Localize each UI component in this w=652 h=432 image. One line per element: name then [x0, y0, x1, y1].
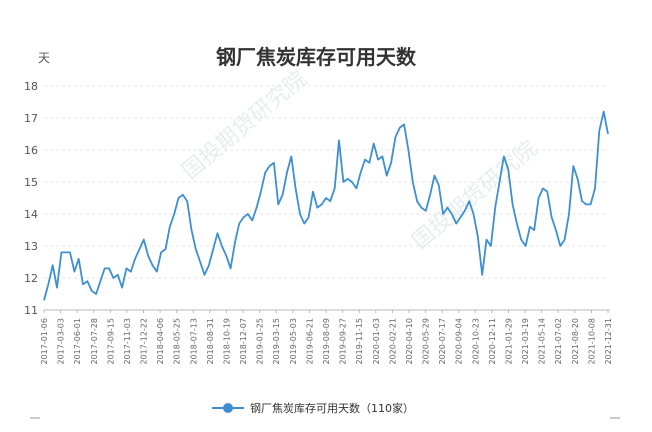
x-tick-label: 2018-08-31	[206, 318, 215, 365]
watermark-text-1: 国投期货研究院	[178, 66, 312, 184]
x-tick-label: 2021-01-29	[504, 318, 513, 365]
x-tick-label: 2017-07-28	[90, 318, 99, 365]
x-tick-label: 2017-11-03	[123, 318, 132, 365]
watermark-text-2: 国投期货研究院	[408, 136, 542, 254]
y-tick-label: 14	[24, 208, 38, 221]
x-tick-label: 2018-05-25	[173, 318, 182, 365]
x-tick-label: 2018-07-13	[189, 318, 198, 365]
legend-label: 钢厂焦炭库存可用天数（110家）	[250, 401, 414, 415]
y-tick-label: 11	[24, 304, 38, 317]
chart-title: 钢厂焦炭库存可用天数	[216, 45, 417, 69]
y-axis-unit-label: 天	[38, 51, 50, 65]
legend[interactable]: 钢厂焦炭库存可用天数（110家）	[212, 401, 414, 415]
x-tick-label: 2021-03-19	[521, 318, 530, 365]
x-tick-label: 2021-12-31	[604, 318, 613, 365]
y-axis-ticks: 11 12 13 14 15 16 17 18	[24, 80, 38, 317]
x-tick-label: 2017-09-15	[106, 318, 115, 365]
grid-lines	[44, 85, 608, 279]
x-tick-label: 2021-08-20	[571, 318, 580, 365]
series-group	[43, 110, 609, 301]
x-tick-label: 2018-10-19	[222, 318, 231, 365]
x-tick-label: 2019-08-09	[322, 318, 331, 365]
x-tick-label: 2018-04-06	[156, 318, 165, 365]
legend-marker	[223, 403, 233, 413]
x-tick-label: 2020-09-04	[455, 318, 464, 365]
x-tick-label: 2017-01-06	[40, 318, 49, 365]
x-tick-label: 2020-04-10	[405, 318, 414, 365]
x-tick-label: 2017-03-03	[57, 318, 66, 365]
x-tick-label: 2019-01-25	[256, 318, 265, 365]
x-tick-label: 2019-05-03	[289, 318, 298, 365]
x-tick-label: 2018-12-07	[239, 318, 248, 365]
x-tick-label: 2019-09-27	[339, 318, 348, 365]
x-tick-label: 2019-06-21	[305, 318, 314, 365]
y-tick-label: 12	[24, 272, 38, 285]
x-tick-label: 2020-01-03	[372, 318, 381, 365]
x-tick-label: 2021-05-14	[538, 318, 547, 365]
x-tick-label: 2020-10-23	[471, 318, 480, 365]
x-tick-label: 2020-05-29	[422, 318, 431, 365]
x-tick-label: 2020-02-21	[388, 318, 397, 365]
y-tick-label: 15	[24, 176, 38, 189]
x-axis-ticks: 2017-01-06 2017-03-03 2017-06-01 2017-07-28…	[40, 310, 613, 365]
x-tick-label: 2021-07-02	[554, 318, 563, 365]
x-tick-label: 2020-07-17	[438, 318, 447, 365]
x-tick-label: 2021-10-08	[587, 318, 596, 365]
series-line	[43, 110, 609, 301]
x-tick-label: 2020-12-11	[488, 318, 497, 365]
y-tick-label: 18	[24, 80, 38, 93]
watermark-group: 国投期货研究院 国投期货研究院	[178, 66, 542, 254]
y-tick-label: 13	[24, 240, 38, 253]
x-tick-label: 2017-06-01	[73, 318, 82, 365]
y-tick-label: 17	[24, 112, 38, 125]
x-tick-label: 2019-11-15	[355, 318, 364, 365]
y-tick-label: 16	[24, 144, 38, 157]
x-tick-label: 2017-12-22	[140, 318, 149, 365]
x-tick-label: 2019-03-15	[272, 318, 281, 365]
